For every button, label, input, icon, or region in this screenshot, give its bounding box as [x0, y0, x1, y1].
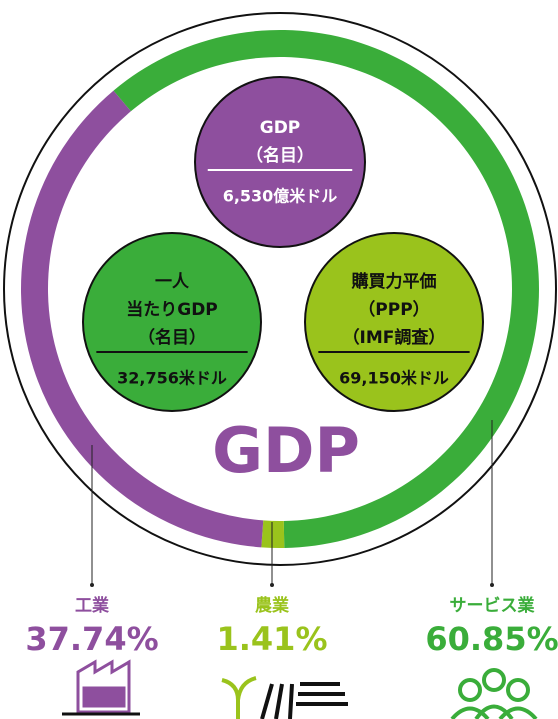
outer-ring: [3, 12, 557, 566]
value-label: 60.85%: [425, 620, 558, 658]
people-icon: [450, 668, 538, 719]
indicator-heading: （IMF調査）: [343, 327, 446, 348]
indicator-circle: [304, 232, 484, 412]
pointer-dot: [90, 583, 94, 587]
indicator-heading: GDP: [260, 118, 301, 138]
indicator-heading: 当たりGDP: [126, 299, 218, 320]
indicator-value: 69,150米ドル: [339, 369, 449, 388]
indicator-heading: 一人: [155, 272, 190, 292]
pointer-dot: [270, 583, 274, 587]
indicator-heading: （名目）: [138, 327, 206, 348]
category-label: 農業: [255, 595, 289, 616]
donut-segment: [113, 29, 539, 548]
indicator-circle: [194, 76, 366, 248]
category-label: 工業: [75, 595, 109, 616]
indicator-circle: [82, 232, 262, 412]
value-label: 1.41%: [216, 620, 327, 658]
donut-segment: [20, 90, 264, 548]
indicator-heading: 購買力平価: [352, 271, 437, 292]
indicator-heading: （名目）: [246, 145, 314, 166]
indicator-heading: （PPP）: [358, 299, 429, 320]
value-label: 37.74%: [25, 620, 158, 658]
farm-icon: [221, 676, 348, 719]
donut-segment: [261, 520, 285, 548]
indicator-value: 32,756米ドル: [117, 369, 227, 388]
factory-icon: [62, 659, 140, 716]
pointer-dot: [490, 583, 494, 587]
chart-title: GDP: [212, 414, 360, 487]
indicator-value: 6,530億米ドル: [223, 187, 338, 206]
category-label: サービス業: [450, 595, 535, 616]
